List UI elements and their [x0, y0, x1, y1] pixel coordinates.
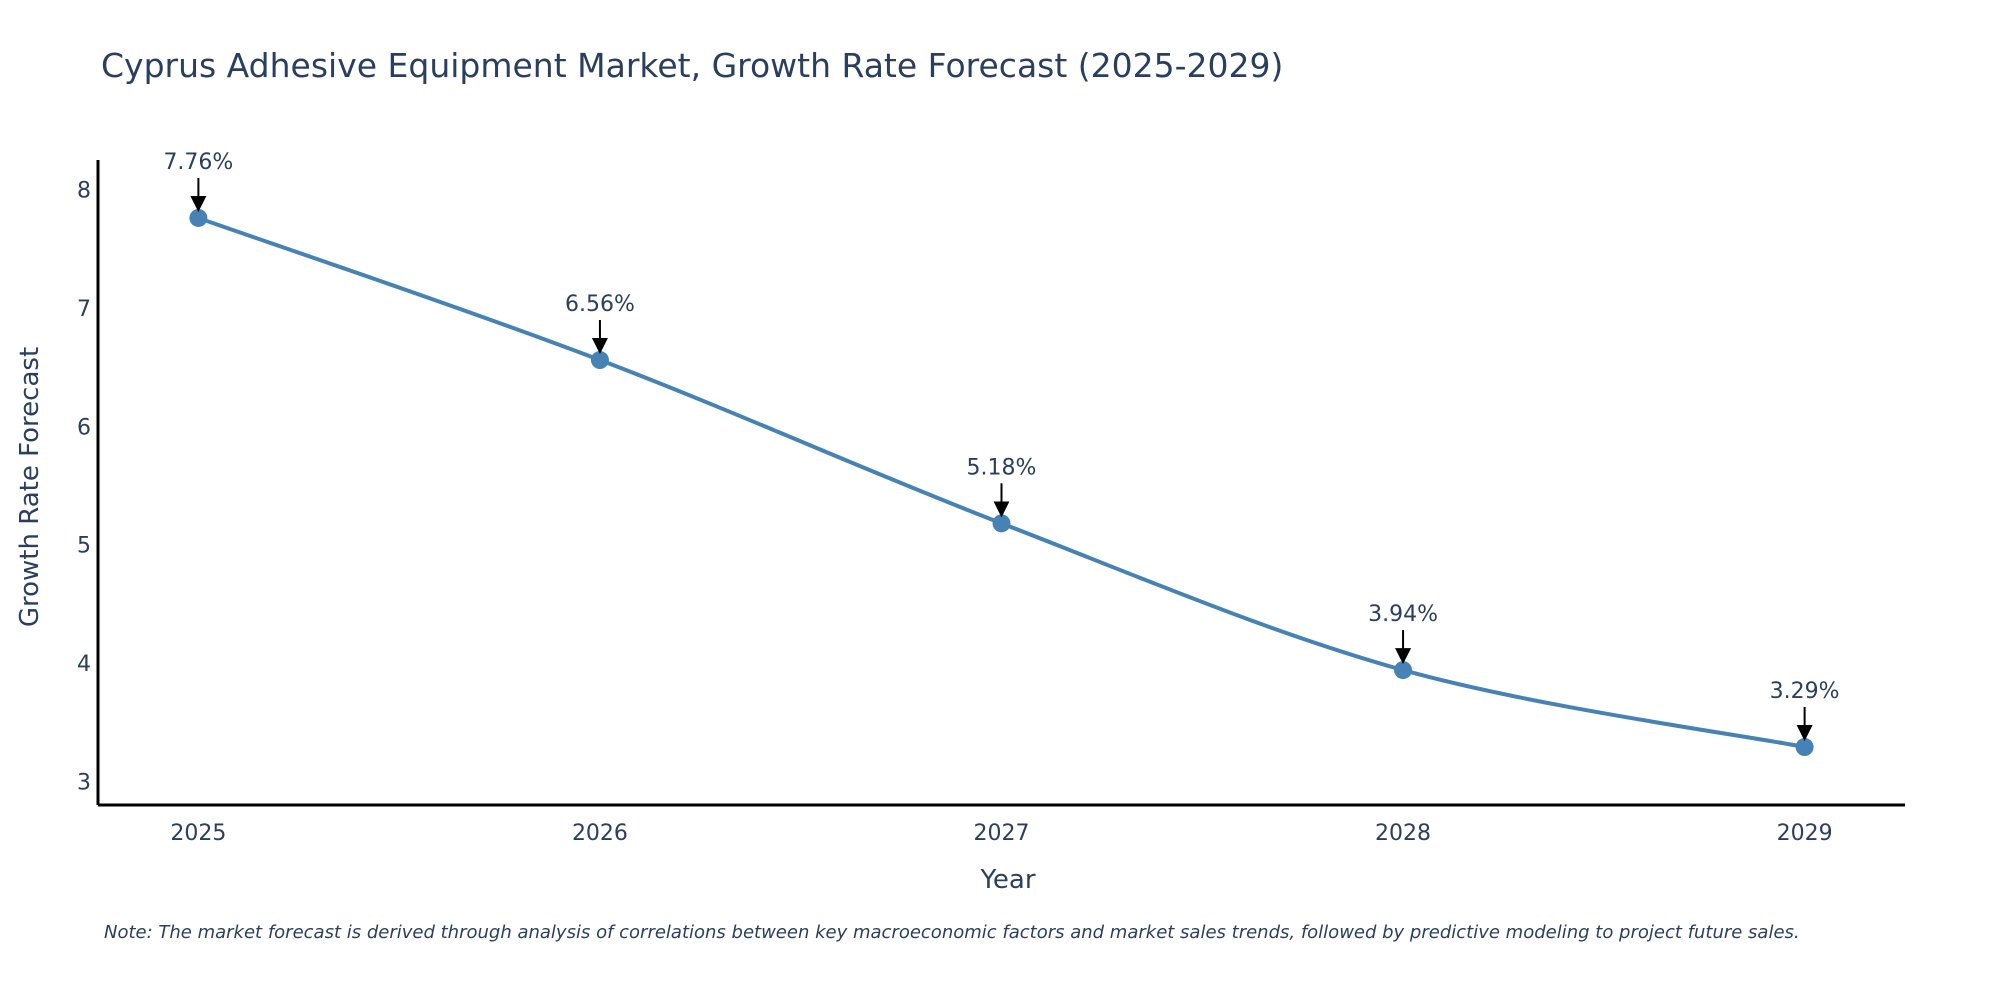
x-axis-title: Year: [979, 865, 1035, 895]
chart-note: Note: The market forecast is derived thr…: [104, 922, 1800, 943]
y-tick-label: 7: [77, 297, 91, 322]
y-axis-title: Growth Rate Forecast: [15, 347, 45, 627]
data-label: 6.56%: [565, 292, 635, 317]
x-tick-label: 2029: [1777, 821, 1833, 846]
y-tick-label: 4: [77, 652, 91, 677]
y-tick-label: 3: [77, 770, 91, 795]
data-point: [992, 514, 1011, 533]
data-point: [1394, 661, 1413, 680]
data-label: 7.76%: [163, 150, 233, 175]
x-tick-label: 2027: [974, 821, 1030, 846]
y-tick-label: 5: [77, 534, 91, 559]
x-tick-label: 2025: [170, 821, 226, 846]
data-label: 3.94%: [1368, 602, 1438, 627]
data-label: 3.29%: [1770, 679, 1840, 704]
data-label: 5.18%: [967, 455, 1037, 480]
chart-title: Cyprus Adhesive Equipment Market, Growth…: [101, 46, 1284, 85]
x-tick-label: 2026: [572, 821, 628, 846]
series-line: [197, 216, 1805, 749]
data-point: [1795, 738, 1814, 757]
y-tick-label: 6: [77, 415, 91, 440]
data-point: [590, 351, 609, 370]
data-point: [189, 208, 208, 227]
y-tick-label: 8: [77, 179, 91, 204]
x-tick-label: 2028: [1375, 821, 1431, 846]
